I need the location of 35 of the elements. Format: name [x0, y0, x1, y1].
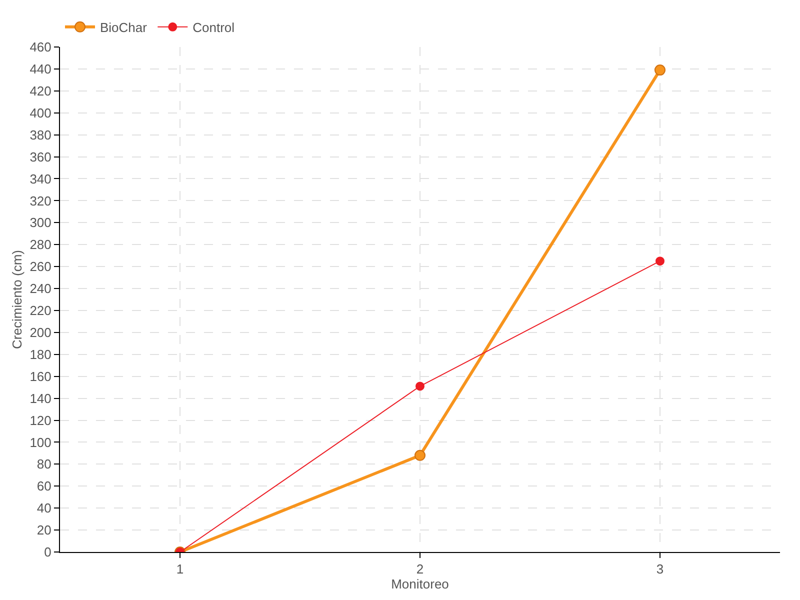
- x-axis-title: Monitoreo: [391, 576, 449, 592]
- legend-label: Control: [192, 20, 235, 35]
- y-axis-title: Crecimiento (cm): [10, 250, 25, 349]
- y-tick-label: 180: [30, 346, 52, 362]
- y-tick-label: 40: [36, 500, 52, 516]
- y-tick-label: 300: [30, 215, 52, 230]
- y-tick-label: 100: [30, 434, 52, 450]
- y-tick-label: 80: [36, 456, 52, 472]
- point: [656, 256, 664, 266]
- y-tick-label: 160: [30, 368, 52, 384]
- point: [654, 64, 666, 76]
- y-tick-label: 260: [30, 259, 52, 274]
- y-tick-label: 280: [30, 237, 52, 252]
- y-tick-label: 140: [30, 390, 52, 406]
- point: [416, 382, 424, 391]
- y-tick-label: 220: [30, 303, 52, 318]
- x-tick-label: 3: [656, 562, 664, 577]
- x-tick-label: 2: [416, 562, 424, 577]
- y-tick-label: 440: [30, 62, 52, 77]
- y-tick-label: 120: [30, 412, 52, 428]
- y-tick-label: 320: [30, 193, 52, 208]
- y-tick-label: 60: [36, 478, 52, 494]
- y-tick-label: 400: [30, 105, 52, 120]
- y-tick-label: 460: [30, 40, 52, 55]
- y-tick-label: 240: [30, 281, 52, 296]
- y-tick-label: 360: [30, 149, 52, 164]
- y-tick-label: 340: [30, 171, 52, 186]
- point: [414, 450, 426, 461]
- legend-label: BioChar: [100, 20, 148, 35]
- y-tick-label: 380: [30, 127, 52, 142]
- y-tick-label: 200: [30, 324, 52, 340]
- x-tick-label: 1: [176, 562, 184, 577]
- y-tick-label: 20: [36, 522, 52, 538]
- y-tick-label: 420: [30, 83, 52, 98]
- y-tick-label: 0: [44, 544, 52, 560]
